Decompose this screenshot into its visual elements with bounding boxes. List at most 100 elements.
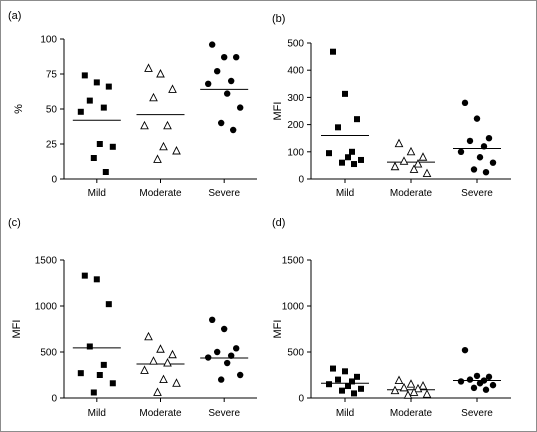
data-point-square	[93, 276, 100, 283]
category-label-moderate: Moderate	[390, 188, 433, 199]
panel-label: (b)	[272, 13, 285, 25]
data-point-circle	[476, 380, 484, 387]
data-point-circle	[208, 316, 216, 323]
data-point-triangle	[149, 356, 158, 365]
data-point-triangle	[413, 383, 423, 393]
data-point-circle	[220, 325, 228, 333]
panel-b: (b) 0 100 200 300 400 500 MFI Mild Moderate Severe	[272, 13, 511, 199]
data-point-triangle	[172, 146, 181, 155]
y-axis-label: MFI	[272, 102, 284, 121]
y-tick-label: 300	[287, 93, 304, 104]
data-point-square	[326, 150, 332, 157]
panel-c: (c) 0 500 1000 1500 MFI Mild Moderate Severe	[8, 217, 257, 419]
data-point-circle	[223, 90, 231, 97]
data-point-circle	[236, 104, 244, 111]
data-point-triangle	[153, 154, 162, 163]
data-point-square	[342, 368, 348, 375]
data-point-circle	[213, 348, 221, 356]
data-point-square	[100, 104, 107, 111]
data-point-triangle	[413, 159, 423, 168]
data-point-square	[77, 108, 84, 115]
data-point-circle	[229, 126, 237, 134]
data-point-square	[339, 387, 345, 394]
panel-label: (c)	[8, 217, 21, 229]
data-point-triangle	[172, 378, 181, 387]
y-tick-label: 25	[46, 140, 58, 151]
y-tick-label: 500	[287, 348, 304, 359]
data-point-circle	[227, 77, 235, 85]
data-point-triangle	[390, 385, 400, 395]
data-point-circle	[217, 119, 225, 127]
data-point-square	[354, 116, 360, 123]
data-point-circle	[473, 372, 481, 380]
data-point-triangle	[168, 84, 177, 93]
data-point-circle	[236, 371, 244, 379]
panel-d: (d) 0 500 1000 1500 MFI Mild Moderate Severe	[272, 217, 511, 419]
y-tick-label: 0	[51, 175, 57, 186]
category-label-severe: Severe	[461, 188, 493, 199]
y-tick-label: 100	[287, 147, 304, 158]
data-point-square	[345, 383, 351, 390]
data-point-square	[105, 301, 112, 308]
data-point-triangle	[153, 387, 162, 396]
category-label-moderate: Moderate	[139, 408, 182, 419]
data-point-square	[102, 169, 109, 175]
data-point-square	[105, 83, 112, 90]
data-point-square	[330, 365, 336, 372]
y-tick-label: 500	[287, 39, 304, 50]
data-point-square	[81, 272, 88, 279]
data-point-square	[349, 148, 355, 155]
data-point-square	[109, 143, 116, 150]
data-point-triangle	[399, 382, 409, 392]
data-point-square	[90, 389, 97, 396]
category-label-moderate: Moderate	[139, 188, 182, 199]
data-point-triangle	[394, 375, 404, 384]
category-label-moderate: Moderate	[390, 408, 433, 419]
data-point-triangle	[394, 138, 404, 148]
data-point-circle	[485, 135, 493, 142]
data-point-square	[86, 343, 93, 350]
data-point-triangle	[409, 387, 419, 396]
data-point-triangle	[418, 381, 428, 390]
data-point-square	[77, 370, 84, 377]
data-point-triangle	[406, 146, 416, 156]
y-tick-label: 0	[51, 394, 57, 405]
panel-label: (d)	[272, 217, 285, 229]
data-point-circle	[204, 80, 212, 88]
data-point-triangle	[406, 379, 416, 388]
data-point-square	[109, 380, 116, 387]
data-point-circle	[489, 159, 497, 166]
data-point-triangle	[140, 120, 149, 130]
data-point-triangle	[418, 152, 428, 161]
data-point-triangle	[399, 156, 409, 165]
category-label-severe: Severe	[461, 408, 493, 419]
data-point-circle	[466, 376, 474, 383]
data-point-square	[351, 390, 357, 397]
data-point-circle	[476, 154, 484, 161]
data-point-triangle	[422, 168, 432, 178]
data-point-triangle	[144, 63, 153, 72]
panel-label: (a)	[8, 10, 21, 22]
y-axis-label: MFI	[272, 320, 284, 339]
category-label-mild: Mild	[336, 188, 354, 199]
y-tick-label: 1500	[35, 256, 58, 267]
data-point-circle	[223, 359, 231, 367]
data-point-circle	[482, 169, 490, 176]
y-tick-label: 500	[40, 348, 57, 359]
data-point-circle	[461, 99, 469, 107]
y-tick-label: 50	[46, 105, 58, 116]
data-point-circle	[217, 376, 225, 383]
y-tick-label: 1000	[35, 302, 58, 313]
data-point-triangle	[159, 374, 168, 384]
data-point-square	[335, 376, 341, 383]
panel-a: (a) 0 25 50 75 100% Mild Moderate Severe	[8, 10, 257, 199]
data-point-circle	[220, 54, 228, 61]
y-tick-label: 200	[287, 120, 304, 131]
data-point-circle	[232, 345, 240, 352]
y-tick-label: 75	[46, 70, 58, 81]
data-point-square	[358, 156, 364, 163]
category-label-mild: Mild	[88, 408, 106, 419]
category-label-severe: Severe	[208, 188, 240, 199]
y-tick-label: 1000	[282, 302, 305, 313]
